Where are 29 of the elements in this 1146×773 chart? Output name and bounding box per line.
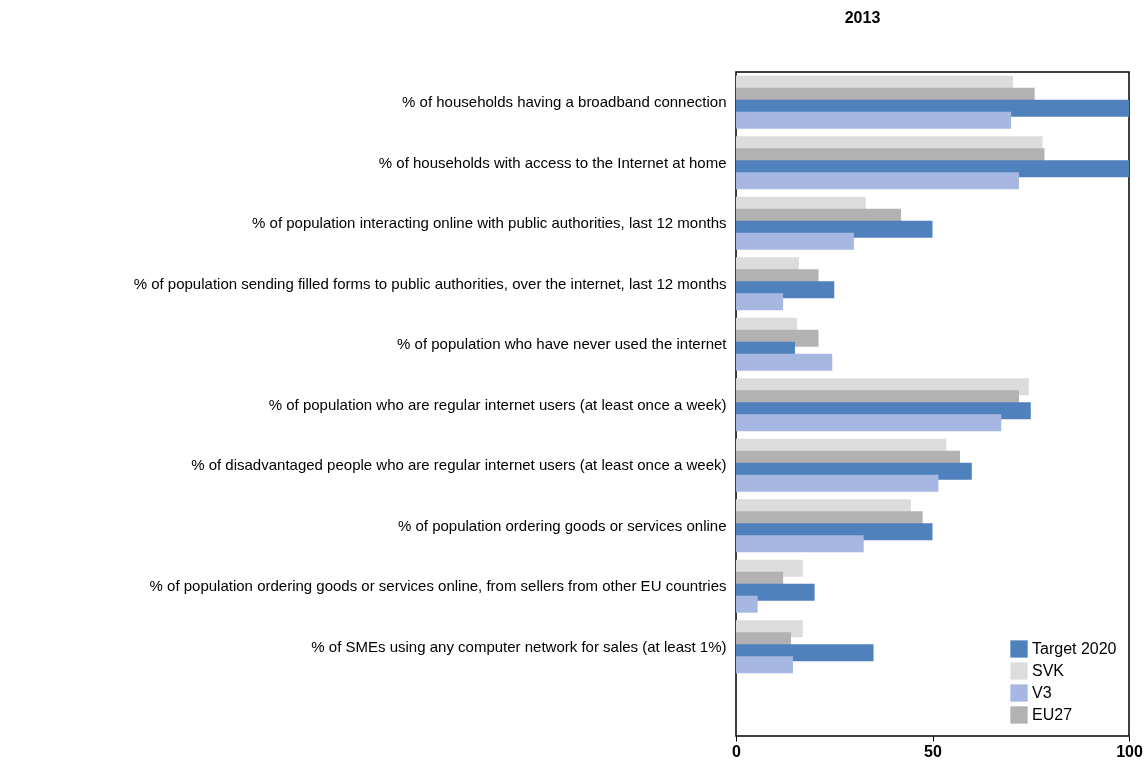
legend-label: Target 2020	[1032, 640, 1117, 657]
bar	[736, 595, 758, 613]
bar	[736, 353, 833, 371]
bar	[736, 414, 1002, 432]
y-tick-label: % of population sending filled forms to public authorities, over the internet, last 12 months	[133, 274, 727, 292]
bar	[736, 293, 784, 311]
legend-label: SVK	[1032, 662, 1065, 679]
bar	[736, 583, 815, 601]
y-tick-label: % of population ordering goods or services online	[397, 516, 727, 534]
bar	[736, 111, 1012, 129]
y-tick-label: % of population ordering goods or services online, from sellers from other EU countries	[149, 577, 727, 595]
bar	[736, 232, 854, 250]
x-tick-label: 0	[732, 742, 742, 760]
y-tick-label: % of households with access to the Internet at home	[378, 153, 727, 171]
y-tick-label: % of population who are regular internet users (at least once a week)	[268, 395, 727, 413]
bar	[736, 535, 864, 553]
bar	[736, 656, 793, 674]
y-tick-label: % of population interacting online with public authorities, last 12 months	[252, 214, 727, 232]
bar	[736, 474, 939, 492]
y-tick-label: % of SMEs using any computer network for sales (at least 1%)	[311, 637, 727, 655]
legend-label: EU27	[1032, 706, 1073, 723]
x-tick-label: 50	[924, 742, 942, 760]
bar	[736, 172, 1019, 190]
legend-label: V3	[1032, 684, 1052, 701]
y-tick-label: % of disadvantaged people who are regular internet users (at least once a week)	[191, 456, 727, 474]
y-tick-label: % of households having a broadband connection	[402, 93, 727, 111]
y-tick-label: % of population who have never used the internet	[397, 335, 728, 353]
x-tick-label: 100	[1116, 742, 1143, 760]
chart-title: 2013	[844, 9, 881, 26]
